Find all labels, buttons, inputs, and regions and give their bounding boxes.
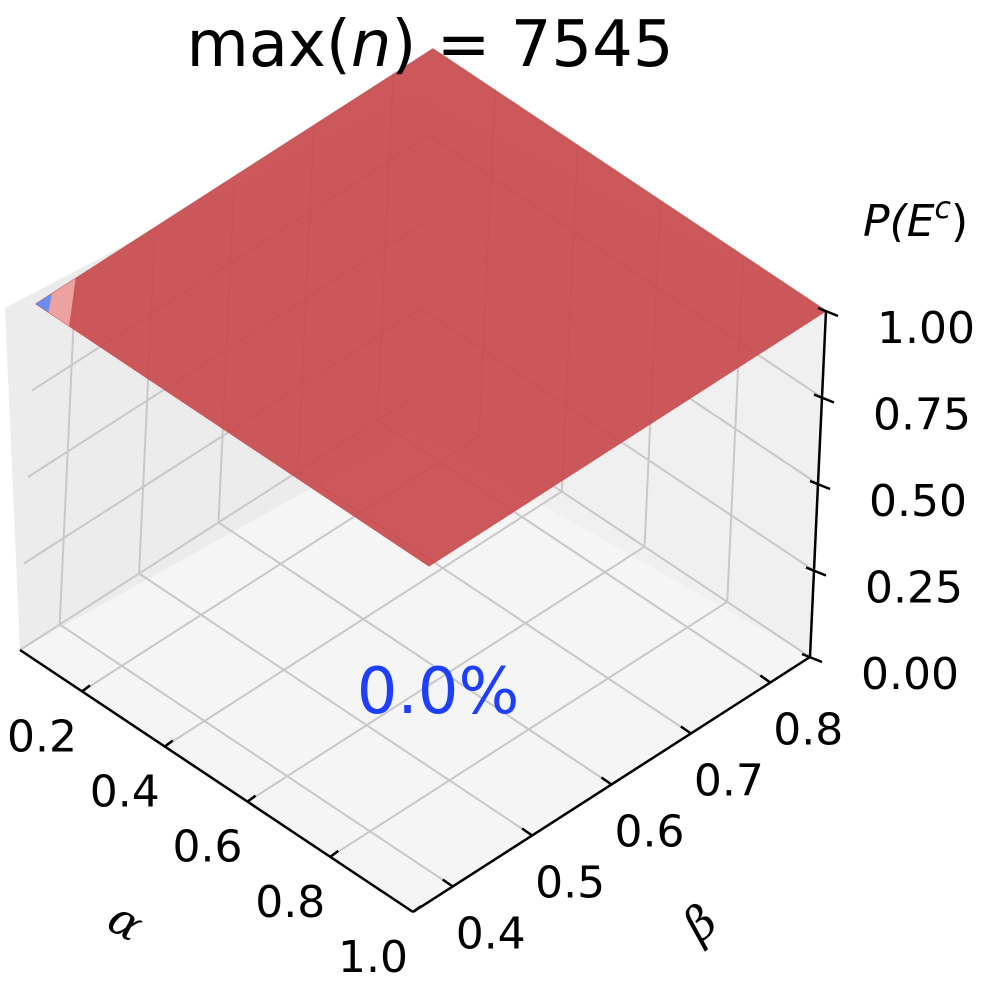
z-tick-mark (809, 479, 831, 491)
z-tick-mark (801, 652, 823, 664)
z-tick-mark (817, 306, 839, 318)
x-tick-mark (329, 849, 340, 858)
y-tick-mark (600, 776, 613, 786)
x-axis-line (19, 648, 414, 914)
z-axis-label: P(Ec) (863, 191, 968, 247)
x-tick-mark (164, 739, 174, 748)
x-tick-label: 0.6 (173, 822, 243, 873)
x-tick-label: 0.4 (90, 767, 160, 818)
z-tick-mark (813, 393, 835, 404)
grid-line-bottom-y (217, 521, 613, 786)
x-ticks: 0.2 0.4 0.60.8 1.0 (7, 684, 422, 983)
x-tick-mark (246, 794, 257, 803)
z-tick-label: 0.25 (865, 563, 963, 614)
grid-line-bottom-y (138, 572, 533, 837)
percentage-annotation: 0.0% (357, 655, 520, 729)
y-axis-label: β (671, 894, 728, 954)
y-tick-mark (759, 674, 772, 684)
y-tick-mark (521, 827, 533, 837)
y-tick-label: 0.6 (615, 807, 685, 858)
z-ticks: 0.00 0.25 0.50 0.75 1.00 (801, 303, 975, 700)
surface-corner-transition (48, 278, 76, 327)
x-tick-label: 1.0 (338, 932, 408, 983)
y-tick-mark (441, 878, 454, 888)
x-axis-label: α (99, 890, 153, 952)
z-tick-mark (805, 566, 827, 577)
z-tick-label: 0.00 (861, 649, 959, 700)
pane-bottom (20, 432, 810, 912)
x-tick-mark (412, 905, 422, 913)
surface-corner-low (36, 293, 52, 313)
y-tick-label: 0.7 (694, 756, 764, 807)
z-tick-label: 1.00 (877, 303, 975, 354)
y-ticks: 0.40.50.60.70.8 (441, 674, 843, 960)
z-tick-label: 0.75 (873, 390, 971, 441)
x-tick-label: 0.8 (255, 877, 325, 928)
grid-line-bottom-y (59, 623, 454, 888)
y-tick-mark (680, 725, 692, 735)
y-tick-label: 0.8 (773, 705, 843, 756)
z-tick-label: 0.50 (869, 476, 967, 527)
y-tick-label: 0.4 (456, 909, 526, 960)
x-tick-label: 0.2 (7, 711, 77, 762)
x-tick-mark (81, 684, 91, 693)
y-tick-label: 0.5 (535, 858, 605, 909)
chart-title: max(n) = 7545 (186, 8, 673, 82)
